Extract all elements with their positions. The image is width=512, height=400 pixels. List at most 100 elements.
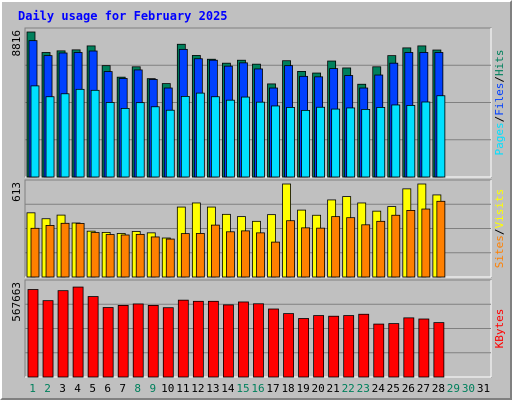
- bar-kbytes-day-27: [418, 318, 430, 378]
- bar-kbytes-day-19: [298, 318, 309, 378]
- day-label: 5: [89, 382, 96, 395]
- bar-sites-day-18: [286, 220, 295, 278]
- bar-kbytes-day-6: [102, 307, 114, 378]
- day-label: 21: [327, 382, 340, 395]
- bar-kbytes-day-1: [27, 289, 39, 378]
- bar-sites-day-10: [165, 238, 175, 278]
- bar-kbytes-day-13: [207, 300, 219, 378]
- day-label: 30: [462, 382, 475, 395]
- bar-pages-day-5: [90, 89, 100, 178]
- bar-pages-day-20: [316, 106, 326, 178]
- bar-sites-day-25: [391, 214, 401, 278]
- bar-pages-day-24: [376, 107, 386, 178]
- x-axis-day-labels: 1 2 3 4 5 6 7 8 9 10 11 12 13 14 15 16 17 18 19 20 21 22 23 24 2…: [29, 382, 490, 395]
- bar-kbytes-day-11: [177, 299, 189, 378]
- bar-sites-day-7: [120, 234, 130, 278]
- day-label: 12: [191, 382, 204, 395]
- bar-pages-day-10: [165, 109, 175, 178]
- bar-pages-day-18: [286, 107, 295, 178]
- day-label: 17: [266, 382, 279, 395]
- bar-kbytes-day-15: [238, 301, 249, 378]
- day-label: 11: [176, 382, 189, 395]
- bar-pages-day-25: [391, 104, 401, 178]
- bar-kbytes-day-23: [358, 313, 370, 378]
- bar-kbytes-day-8: [132, 303, 144, 378]
- day-label: 19: [296, 382, 309, 395]
- bar-sites-day-20: [316, 227, 326, 278]
- day-label: 26: [402, 382, 415, 395]
- bar-pages-day-1: [30, 85, 40, 178]
- bar-kbytes-day-24: [373, 323, 385, 378]
- panel-visits-sites: 613 Sites/Visits: [10, 179, 506, 278]
- legend-hits-files-pages: Pages/Files/Hits: [493, 50, 506, 156]
- day-label: 24: [372, 382, 386, 395]
- legend-visits-sites: Sites/Visits: [493, 189, 506, 269]
- bar-kbytes-day-12: [192, 300, 204, 378]
- day-label: 23: [357, 382, 370, 395]
- legend-kbytes: KBytes: [493, 309, 506, 349]
- bar-sites-day-3: [60, 222, 70, 278]
- day-label: 13: [206, 382, 219, 395]
- bar-sites-day-14: [226, 231, 235, 278]
- y-max-label: 613: [10, 182, 23, 202]
- bar-kbytes-day-7: [117, 305, 129, 378]
- day-label: 22: [342, 382, 355, 395]
- bar-sites-day-24: [376, 220, 386, 278]
- bar-sites-day-16: [256, 232, 265, 278]
- bar-pages-day-26: [406, 105, 416, 178]
- bar-pages-day-15: [241, 96, 250, 178]
- bar-kbytes-day-25: [388, 323, 400, 378]
- legend-item-hits: Hits: [493, 50, 506, 77]
- legend-item-files: Files: [493, 83, 506, 116]
- bar-sites-day-15: [241, 230, 250, 278]
- bar-pages-day-22: [346, 107, 356, 178]
- day-label: 10: [161, 382, 174, 395]
- legend-separator: /: [493, 76, 506, 83]
- bar-pages-day-2: [45, 96, 55, 178]
- bar-pages-day-17: [271, 105, 280, 178]
- bar-kbytes-day-9: [147, 305, 159, 378]
- y-max-label: 8816: [10, 30, 23, 57]
- bar-kbytes-day-26: [403, 317, 415, 378]
- bar-pages-day-12: [195, 92, 205, 178]
- day-label: 8: [134, 382, 141, 395]
- day-label: 15: [236, 382, 249, 395]
- bar-pages-day-11: [180, 96, 190, 178]
- bar-sites-day-11: [180, 233, 190, 278]
- panel-hits-files-pages: 8816 Pages/Files/Hits: [10, 27, 506, 178]
- day-label: 2: [44, 382, 51, 395]
- bar-kbytes-day-22: [343, 315, 355, 378]
- bar-pages-day-13: [210, 96, 220, 178]
- day-label: 18: [281, 382, 294, 395]
- day-label: 25: [387, 382, 400, 395]
- bar-kbytes-day-4: [72, 286, 84, 378]
- bar-pages-day-6: [105, 102, 115, 178]
- bar-kbytes-day-21: [328, 315, 340, 378]
- bar-kbytes-day-2: [42, 300, 54, 378]
- legend-separator: /: [493, 229, 506, 236]
- bar-sites-day-17: [271, 241, 280, 278]
- bar-sites-day-12: [195, 233, 205, 278]
- day-label: 20: [312, 382, 325, 395]
- legend-item-kbytes: KBytes: [493, 309, 506, 349]
- bar-sites-day-28: [436, 200, 446, 278]
- day-label: 9: [149, 382, 156, 395]
- bar-sites-day-2: [45, 225, 55, 278]
- bar-kbytes-day-20: [313, 315, 325, 378]
- bar-pages-day-27: [421, 101, 431, 178]
- bar-sites-day-13: [210, 224, 220, 278]
- day-label: 29: [447, 382, 460, 395]
- bar-pages-day-7: [120, 108, 130, 178]
- day-label: 28: [432, 382, 445, 395]
- bar-kbytes-day-16: [253, 303, 264, 378]
- bar-pages-day-19: [301, 109, 310, 178]
- bar-pages-day-14: [226, 99, 235, 178]
- legend-item-sites: Sites: [493, 235, 506, 268]
- bar-sites-day-8: [135, 233, 145, 278]
- day-label: 31: [477, 382, 490, 395]
- day-label: 27: [417, 382, 430, 395]
- bar-pages-day-23: [361, 109, 371, 178]
- legend-item-visits: Visits: [493, 189, 506, 229]
- panel-kbytes: 567663 KBytes: [10, 279, 506, 378]
- bar-pages-day-9: [150, 106, 160, 178]
